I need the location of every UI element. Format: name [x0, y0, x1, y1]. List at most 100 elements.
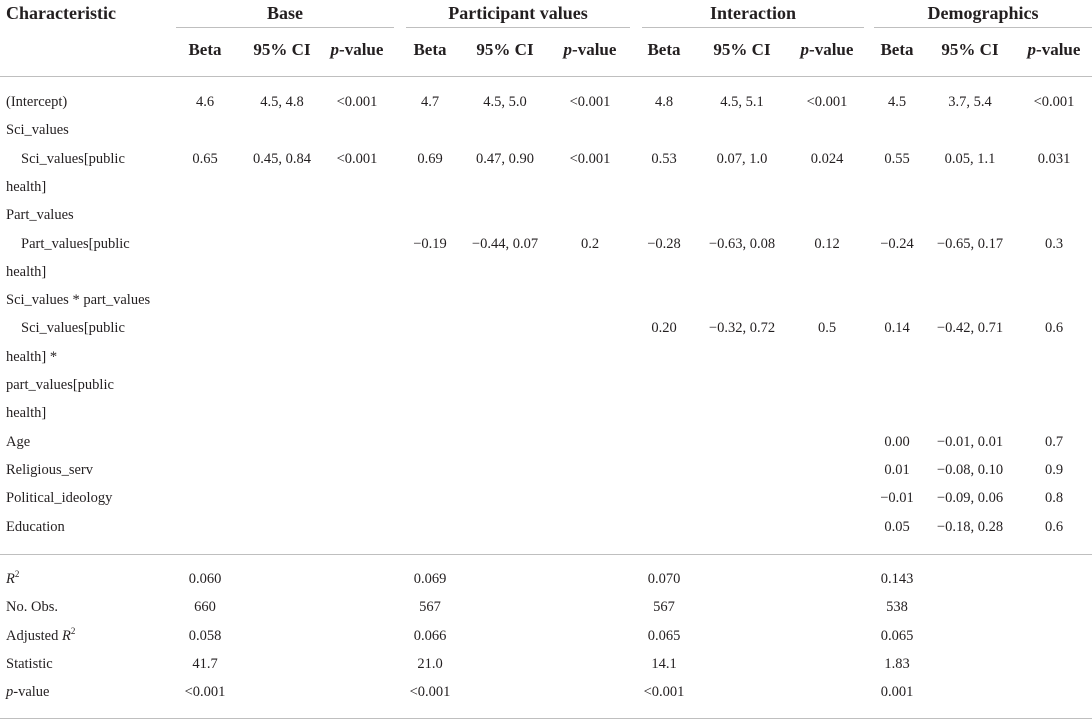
table-cell: 0.55: [884, 150, 910, 167]
table-cell: −0.44, 0.07: [471, 235, 539, 252]
stat-cell: 0.060: [188, 571, 222, 587]
table-cell: 0.05: [884, 518, 910, 535]
stat-label-tail: -value: [13, 684, 50, 701]
table-cell: −0.32, 0.72: [708, 320, 776, 337]
stat-cell: 567: [419, 599, 441, 616]
header-characteristic: Characteristic: [6, 3, 116, 23]
table-cell: −0.24: [880, 235, 914, 252]
row-label: Religious_serv: [6, 461, 93, 478]
stat-label: Adjusted R2: [6, 622, 75, 650]
stat-cell: 660: [194, 599, 216, 616]
table-cell: 0.20: [651, 320, 677, 337]
table-cell: −0.09, 0.06: [936, 490, 1004, 507]
table-row: Religious_serv 0.01 −0.08, 0.10 0.9: [0, 456, 1092, 484]
stat-cell: <0.001: [643, 684, 685, 701]
row-label: Sci_values * part_values: [6, 292, 151, 309]
stat-row: Statistic 41.7 21.0 14.1 1.83: [0, 650, 1092, 678]
row-label: health]: [6, 178, 47, 195]
subheader-p-value: p-value: [1016, 36, 1092, 64]
table-cell: <0.001: [806, 94, 848, 110]
row-label: Education: [6, 518, 65, 535]
table-cell: 4.8: [654, 94, 674, 110]
table-cell: 4.5, 5.0: [483, 94, 527, 110]
subheader-p-rest: -value: [809, 40, 854, 59]
table-cell: −0.28: [647, 235, 681, 252]
stat-row: Adjusted R2 0.058 0.066 0.065 0.065: [0, 622, 1092, 650]
table-cell: 0.8: [1044, 490, 1064, 507]
row-label: Political_ideology: [6, 490, 113, 507]
subheader-beta: Beta: [647, 40, 681, 59]
stat-cell: 21.0: [417, 655, 443, 672]
stat-label-italic: p: [6, 684, 14, 701]
row-label: Part_values[public: [21, 235, 130, 252]
stat-cell: 0.058: [188, 627, 222, 644]
subheader-p-italic: p: [563, 40, 573, 59]
stat-cell: 41.7: [192, 655, 218, 672]
header-rule: [0, 76, 1092, 77]
table-row: Sci_values[public 0.20 −0.32, 0.72 0.5 0.14 −…: [0, 314, 1092, 342]
subheader-95ci: 95% CI: [713, 40, 771, 59]
stat-cell: 14.1: [651, 655, 677, 672]
row-label: (Intercept): [6, 94, 68, 110]
table-row: health] *: [0, 343, 1092, 371]
table-cell: <0.001: [1033, 94, 1075, 110]
table-cell: 0.024: [810, 150, 844, 167]
stat-cell: 0.069: [413, 571, 447, 587]
stat-label-text: Adjusted: [6, 627, 62, 644]
row-label: Sci_values: [6, 122, 69, 139]
table-cell: 4.5, 5.1: [720, 94, 764, 110]
stat-cell: 538: [886, 599, 908, 616]
row-label: Part_values: [6, 207, 74, 224]
table-cell: −0.19: [413, 235, 447, 252]
subheader-95ci: 95% CI: [941, 40, 999, 59]
subheader-p-rest: -value: [572, 40, 617, 59]
table-cell: 4.5, 4.8: [260, 94, 304, 110]
table-row: health]: [0, 399, 1092, 427]
group-header-base: Base: [176, 0, 394, 28]
subheader-beta: Beta: [880, 40, 914, 59]
subheader-p-value: p-value: [550, 36, 630, 64]
stat-label: Statistic: [6, 655, 53, 672]
subheader-p-rest: -value: [339, 40, 384, 59]
subheader-p-value: p-value: [322, 36, 392, 64]
table-row: Education 0.05 −0.18, 0.28 0.6: [0, 513, 1092, 541]
subheader-p-italic: p: [330, 40, 340, 59]
table-cell: 0.65: [192, 150, 218, 167]
table-row: Political_ideology −0.01 −0.09, 0.06 0.8: [0, 484, 1092, 512]
table-row: (Intercept) 4.6 4.5, 4.8 <0.001 4.7 4.5, 5.0 <…: [0, 88, 1092, 116]
row-label: health] *: [6, 348, 58, 365]
table-row: health]: [0, 258, 1092, 286]
group-header-participant-values: Participant values: [406, 0, 630, 28]
table-cell: 0.6: [1044, 518, 1064, 535]
table-cell: −0.63, 0.08: [708, 235, 776, 252]
subheader-beta: Beta: [413, 40, 447, 59]
bottom-rule: [0, 718, 1092, 719]
row-label: Sci_values[public: [21, 320, 125, 337]
stat-label: R2: [6, 565, 19, 593]
table-row: health]: [0, 173, 1092, 201]
subheader-p-italic: p: [800, 40, 810, 59]
table-cell: 0.05, 1.1: [944, 150, 996, 167]
stat-cell: 0.066: [413, 627, 447, 644]
row-label: health]: [6, 263, 47, 280]
table-cell: −0.42, 0.71: [936, 320, 1004, 337]
table-cell: <0.001: [569, 150, 611, 167]
stat-label-italic: R: [6, 571, 15, 587]
subheader-95ci: 95% CI: [253, 40, 311, 59]
table-cell: <0.001: [569, 94, 611, 110]
table-cell: 0.07, 1.0: [716, 150, 768, 167]
table-cell: 0.69: [417, 150, 443, 167]
table-row: Sci_values[public 0.65 0.45, 0.84 <0.001 0.6…: [0, 145, 1092, 173]
stat-cell: 0.070: [647, 571, 681, 587]
stat-cell: 0.143: [880, 571, 914, 587]
table-cell: −0.18, 0.28: [936, 518, 1004, 535]
table-cell: 0.01: [884, 461, 910, 478]
stat-cell: 0.001: [880, 684, 914, 701]
stat-cell: 0.065: [880, 627, 914, 644]
subheader-95ci: 95% CI: [476, 40, 534, 59]
stats-rule: [0, 554, 1092, 555]
row-label: Age: [6, 433, 31, 450]
table-cell: 0.14: [884, 320, 910, 337]
table-cell: 0.031: [1037, 150, 1071, 167]
table-cell: 0.9: [1044, 461, 1064, 478]
